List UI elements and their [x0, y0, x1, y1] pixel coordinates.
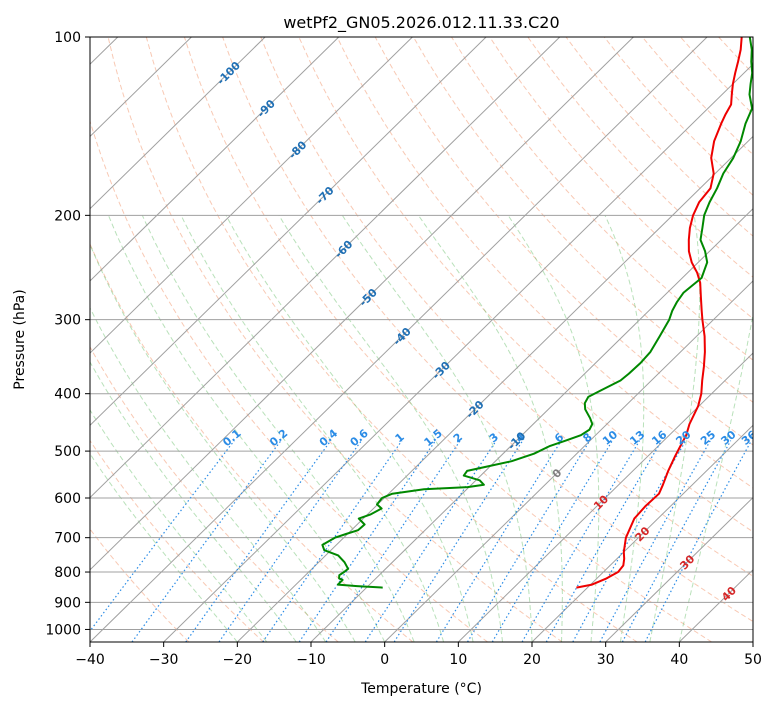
mixing-ratio-line [262, 440, 403, 642]
dry-adiabat-line [222, 37, 753, 623]
isotherm-line [90, 37, 561, 499]
isotherm-line [163, 63, 753, 642]
moist-adiabat-line [604, 215, 645, 642]
mixing-ratio-line [521, 440, 641, 642]
isotherm-line [90, 37, 266, 210]
moist-adiabat-line [90, 452, 238, 642]
moist-adiabat-line [417, 215, 563, 642]
mixing-ratio-line [545, 440, 663, 642]
moist-adiabat-line [107, 215, 386, 642]
y-tick-label: 700 [54, 531, 81, 547]
y-tick-label: 200 [54, 208, 81, 224]
dry-adiabat-line [451, 37, 753, 361]
temperature-profile-line [576, 37, 743, 589]
x-tick-label: 40 [670, 652, 688, 668]
dry-adiabat-line [107, 37, 563, 642]
dry-adiabat-line [374, 37, 753, 446]
dry-adiabat-line [90, 119, 488, 642]
moist-adiabat-line [90, 306, 327, 642]
mixing-ratio-line [298, 440, 436, 642]
moist-adiabat-line [678, 311, 753, 642]
axes: −40 −30 −20 −10 0 10 20 30 40 50 100 200 300 400 500 60… [45, 30, 762, 668]
y-tick-label: 400 [54, 387, 81, 403]
y-tick-label: 300 [54, 313, 81, 329]
moist-adiabat-line [90, 409, 268, 642]
mixing-ratio-line [325, 440, 461, 642]
y-tick-label: 500 [54, 444, 81, 460]
x-tick-label: 50 [744, 652, 762, 668]
mixing-ratio-line [491, 440, 613, 642]
chart-title: wetPf2_GN05.2026.012.11.33.C20 [283, 13, 559, 33]
isotherm-line [90, 37, 413, 354]
x-axis-title: Temperature (°C) [360, 681, 482, 697]
y-axis-title: Pressure (hPa) [12, 289, 28, 389]
y-tick-label: 1000 [45, 622, 81, 638]
moist-adiabat-line [90, 243, 356, 642]
mixing-ratio-line [393, 440, 524, 642]
dewpoint-profile-line [321, 37, 753, 589]
x-tick-label: −30 [149, 652, 179, 668]
moist-adiabat-line [90, 361, 297, 642]
moist-adiabat-line [507, 215, 600, 642]
isotherm-line [236, 135, 753, 642]
dry-adiabat-line [145, 37, 638, 642]
isotherm-line [90, 37, 487, 427]
y-tick-label: 800 [54, 565, 81, 581]
x-tick-label: −10 [296, 652, 326, 668]
moist-adiabat-line [141, 215, 415, 642]
x-tick-label: 20 [523, 652, 541, 668]
x-tick-label: −40 [75, 652, 105, 668]
y-tick-label: 600 [54, 491, 81, 507]
mixing-ratio-line [466, 440, 591, 642]
dry-adiabat-line [90, 345, 339, 642]
mixing-ratio-line [131, 440, 282, 642]
dry-adiabat-line [90, 528, 190, 642]
moist-adiabat-line [278, 215, 503, 642]
mixing-ratio-line [185, 440, 332, 642]
sounding-profiles [321, 37, 753, 589]
mixing-ratio-line [435, 440, 562, 642]
moist-adiabat-line [225, 215, 474, 642]
plot-frame [89, 36, 754, 643]
mixing-ratio-line [621, 440, 732, 642]
y-tick-label: 900 [54, 595, 81, 611]
mixing-ratio-line [599, 440, 711, 642]
isotherm-line [310, 207, 753, 642]
x-tick-label: 10 [449, 652, 467, 668]
x-tick-label: 0 [380, 652, 389, 668]
y-tick-label: 100 [54, 30, 81, 46]
dry-adiabat-line [90, 439, 264, 642]
x-tick-label: −20 [223, 652, 253, 668]
dry-adiabat-line [260, 37, 753, 577]
isotherm-line [90, 37, 634, 571]
isotherm-line [531, 424, 753, 642]
moist-adiabat-line [341, 215, 533, 642]
isotherm-line [90, 37, 708, 642]
isotherm-line [605, 496, 753, 642]
isotherm-line [90, 37, 340, 282]
x-tick-label: 30 [597, 652, 615, 668]
mixing-ratio-line [572, 440, 687, 642]
isotherm-line [457, 352, 753, 642]
isotherm-line [384, 280, 753, 642]
moist-adiabat-line [649, 215, 701, 642]
